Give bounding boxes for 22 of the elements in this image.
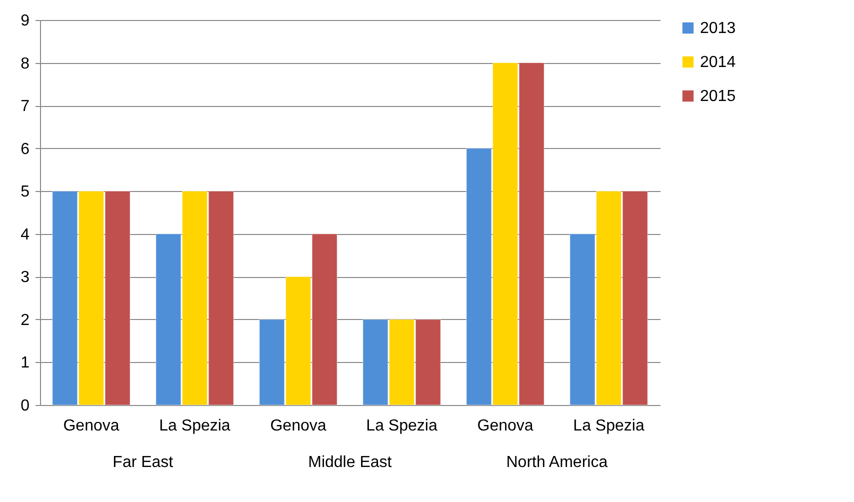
x-tick-label: La Spezia — [159, 418, 230, 434]
y-tick-label: 7 — [20, 98, 30, 116]
y-tick-label: 4 — [20, 226, 30, 244]
y-tick-label: 8 — [20, 55, 30, 72]
legend-label: 2015 — [700, 88, 736, 105]
y-tick-label: 1 — [20, 354, 30, 372]
legend-label: 2013 — [700, 20, 736, 37]
x-tick-label: Genova — [63, 418, 120, 434]
y-tick-label: 9 — [20, 12, 30, 30]
text: North America — [506, 454, 608, 471]
x-tick-label: La Spezia — [366, 418, 438, 434]
text: Middle East — [308, 454, 392, 471]
x-tick-label: Genova — [270, 418, 326, 434]
y-tick-label: 6 — [20, 140, 30, 158]
x-tick-label: Genova — [477, 418, 534, 434]
y-tick-label: 2 — [20, 312, 30, 329]
y-tick-label: 3 — [20, 269, 30, 286]
x-tick-label: La Spezia — [573, 418, 644, 434]
y-tick-label: 5 — [20, 184, 30, 201]
legend-label: 2014 — [700, 54, 736, 71]
y-tick-label: 0 — [20, 398, 30, 414]
text: Far East — [112, 454, 174, 471]
